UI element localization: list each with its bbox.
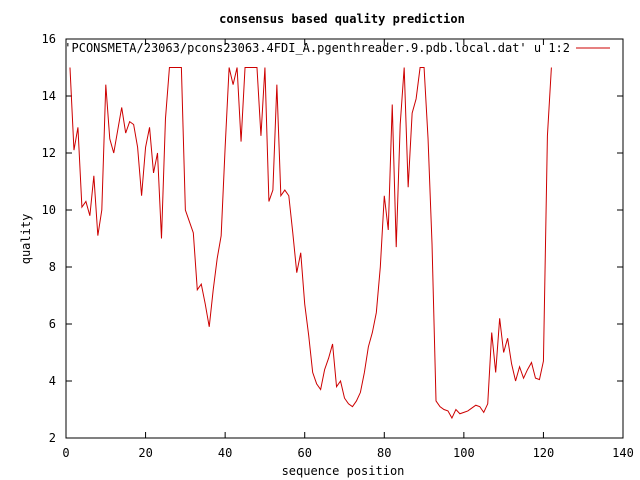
x-tick-label: 60 <box>297 446 311 460</box>
y-tick-label: 4 <box>49 374 56 388</box>
chart-title: consensus based quality prediction <box>219 12 465 26</box>
y-tick-label: 2 <box>49 431 56 445</box>
x-tick-label: 20 <box>138 446 152 460</box>
x-tick-label: 80 <box>377 446 391 460</box>
y-tick-label: 14 <box>42 89 56 103</box>
y-axis-label: quality <box>19 214 33 265</box>
x-axis-label: sequence position <box>282 464 405 478</box>
x-tick-label: 0 <box>62 446 69 460</box>
x-tick-label: 100 <box>453 446 475 460</box>
x-axis: 0 20 40 60 80 100 120 140 <box>62 39 634 460</box>
series-line <box>69 67 552 420</box>
x-tick-label: 140 <box>612 446 634 460</box>
x-tick-label: 40 <box>218 446 232 460</box>
y-tick-label: 12 <box>42 146 56 160</box>
y-tick-label: 8 <box>49 260 56 274</box>
y-tick-label: 16 <box>42 32 56 46</box>
x-tick-label: 120 <box>533 446 555 460</box>
plot-frame <box>65 38 624 439</box>
y-tick-label: 6 <box>49 317 56 331</box>
y-tick-label: 10 <box>42 203 56 217</box>
y-axis: 2 4 6 8 10 12 14 16 <box>42 32 623 445</box>
legend-label: 'PCONSMETA/23063/pcons23063.4FDI_A.pgent… <box>64 41 570 55</box>
